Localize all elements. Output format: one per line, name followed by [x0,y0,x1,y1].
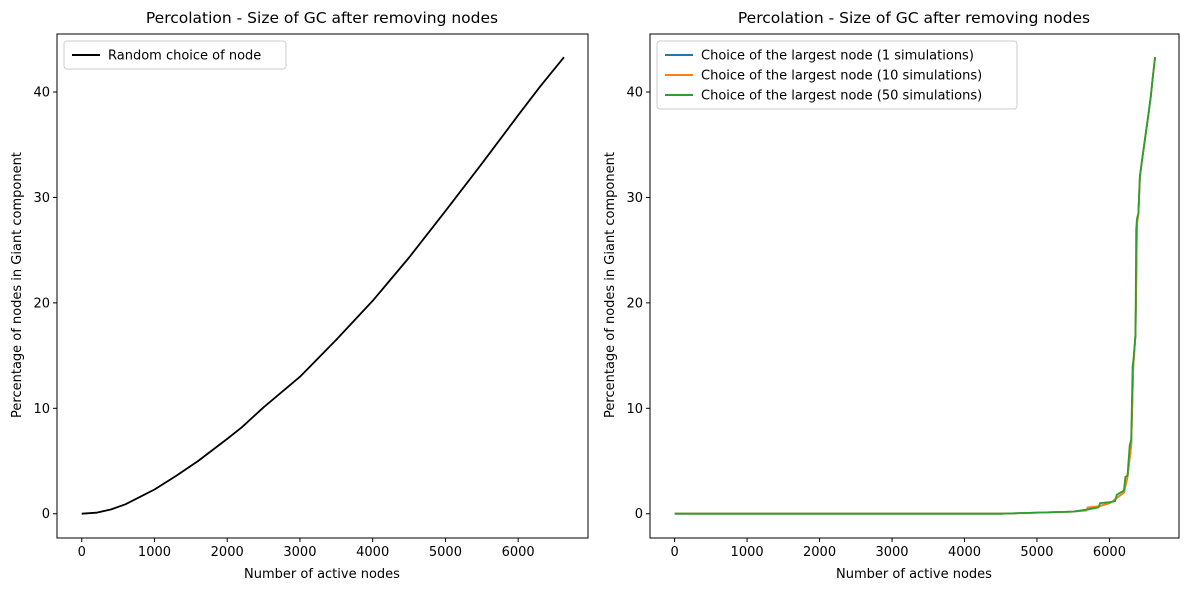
legend-label: Choice of the largest node (1 simulation… [701,49,974,64]
chart-title: Percolation - Size of GC after removing … [738,9,1090,27]
x-tick-label: 6000 [1093,545,1126,560]
x-tick-label: 1000 [138,545,171,560]
series-line [674,57,1156,515]
legend: Choice of the largest node (1 simulation… [656,40,1018,110]
series-lines [81,56,565,515]
series-line [674,57,1156,515]
y-tick-label: 30 [33,191,50,206]
series-lines [674,57,1156,515]
y-tick-label: 30 [626,191,643,206]
y-tick-label: 40 [33,85,50,100]
plot-frame [649,33,1180,539]
y-axis-label: Percentage of nodes in Giant component [10,152,25,418]
y-axis-label: Percentage of nodes in Giant component [603,152,618,418]
legend: Random choice of node [63,40,287,70]
y-tick-label: 10 [33,402,50,417]
x-axis-ticks: 0 1000 2000 3000 4000 5000 6000 [670,538,1126,560]
legend-label: Random choice of node [108,49,261,64]
series-line [674,57,1156,515]
y-tick-label: 0 [42,507,50,522]
x-tick-label: 4000 [948,545,981,560]
legend-box [656,40,1018,110]
y-axis-ticks: 0 10 20 30 40 [626,85,650,522]
x-tick-label: 1000 [731,545,764,560]
x-tick-label: 6000 [502,545,535,560]
x-tick-label: 4000 [356,545,389,560]
x-tick-label: 0 [78,545,86,560]
y-axis-ticks: 0 10 20 30 40 [33,85,57,522]
series-line [81,56,565,515]
x-tick-label: 5000 [429,545,462,560]
chart-title: Percolation - Size of GC after removing … [146,9,498,27]
y-tick-label: 20 [33,296,50,311]
right-plot-panel: Percolation - Size of GC after removing … [603,9,1180,582]
x-axis-label: Number of active nodes [244,567,400,582]
y-tick-label: 0 [635,507,643,522]
left-plot-panel: Percolation - Size of GC after removing … [10,9,589,582]
y-tick-label: 20 [626,296,643,311]
legend-label: Choice of the largest node (50 simulatio… [701,89,982,104]
x-axis-ticks: 0 1000 2000 3000 4000 5000 6000 [78,538,535,560]
x-tick-label: 3000 [283,545,316,560]
x-tick-label: 2000 [211,545,244,560]
x-tick-label: 2000 [803,545,836,560]
legend-box [63,40,287,70]
x-tick-label: 3000 [875,545,908,560]
legend-label: Choice of the largest node (10 simulatio… [701,69,982,84]
x-tick-label: 0 [670,545,678,560]
plot-frame [56,33,589,539]
y-tick-label: 10 [626,402,643,417]
x-tick-label: 5000 [1020,545,1053,560]
x-axis-label: Number of active nodes [836,567,992,582]
y-tick-label: 40 [626,85,643,100]
